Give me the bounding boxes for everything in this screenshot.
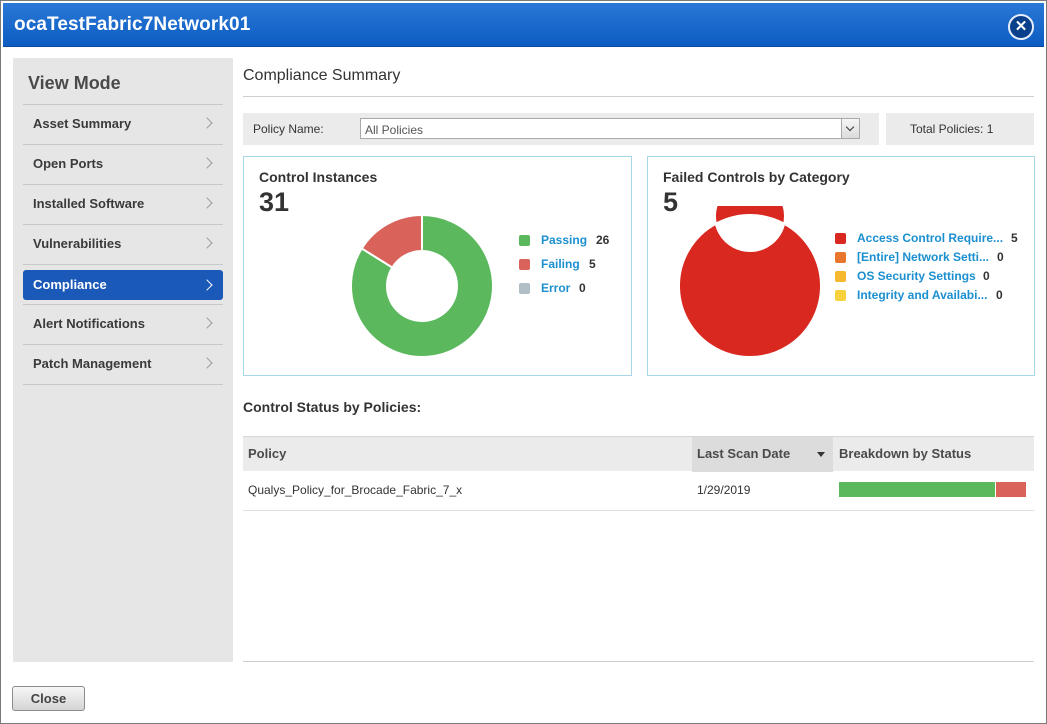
sidebar-item-vulnerabilities[interactable]: Vulnerabilities [23, 225, 223, 265]
legend-swatch [519, 259, 530, 270]
sidebar-nav: Asset Summary Open Ports Installed Softw… [23, 104, 223, 385]
total-policies-box: Total Policies: 1 [886, 113, 1034, 145]
policy-name-value: All Policies [365, 123, 424, 137]
legend-label[interactable]: [Entire] Network Setti... [857, 250, 990, 264]
table-row[interactable]: Qualys_Policy_for_Brocade_Fabric_7_x 1/2… [243, 471, 1034, 511]
legend-value: 5 [589, 257, 596, 271]
legend-swatch [835, 233, 846, 244]
status-breakdown-bar [839, 482, 1026, 497]
control-instances-title: Control Instances [259, 169, 378, 185]
legend-swatch [835, 271, 846, 282]
legend-item-passing[interactable]: Passing 26 [519, 233, 629, 257]
column-header-last-scan-date[interactable]: Last Scan Date [692, 437, 833, 472]
sidebar-item-alert-notifications[interactable]: Alert Notifications [23, 305, 223, 345]
column-header-label: Last Scan Date [697, 446, 791, 461]
sidebar-item-label: Vulnerabilities [33, 236, 122, 251]
chevron-right-icon [201, 117, 213, 129]
sidebar-item-installed-software[interactable]: Installed Software [23, 185, 223, 225]
title-bar: ocaTestFabric7Network01 ✕ [3, 3, 1044, 47]
legend-item-access-control[interactable]: Access Control Require... 5 [835, 231, 1030, 250]
policy-filter-bar: Policy Name: All Policies [243, 113, 879, 145]
sidebar: View Mode Asset Summary Open Ports Insta… [13, 58, 233, 662]
chevron-down-icon[interactable] [841, 119, 859, 138]
sidebar-item-asset-summary[interactable]: Asset Summary [23, 105, 223, 145]
chevron-right-icon [201, 157, 213, 169]
sidebar-item-patch-management[interactable]: Patch Management [23, 345, 223, 385]
divider [23, 304, 223, 305]
legend-label[interactable]: Failing [541, 257, 580, 271]
legend-value: 0 [996, 288, 1003, 302]
failed-controls-title: Failed Controls by Category [663, 169, 850, 185]
divider [243, 96, 1034, 97]
chevron-right-icon [201, 279, 213, 291]
page-title: Compliance Summary [243, 67, 401, 84]
legend-item-os-security[interactable]: OS Security Settings 0 [835, 269, 1030, 288]
window-title: ocaTestFabric7Network01 [14, 14, 251, 35]
bar-segment-failing [995, 482, 1026, 497]
legend-value: 5 [1011, 231, 1018, 245]
table-header: Policy Last Scan Date Breakdown by Statu… [243, 436, 1034, 472]
legend-item-integrity[interactable]: Integrity and Availabi... 0 [835, 288, 1030, 307]
column-header-policy[interactable]: Policy [248, 446, 287, 461]
bar-segment-passing [839, 482, 995, 497]
close-icon[interactable]: ✕ [1008, 14, 1034, 40]
control-instances-donut [350, 213, 494, 358]
total-policies-text: Total Policies: 1 [910, 122, 994, 136]
donut-slice-failing[interactable] [360, 213, 423, 269]
cell-policy: Qualys_Policy_for_Brocade_Fabric_7_x [248, 483, 463, 497]
failed-controls-donut [677, 206, 822, 358]
chevron-right-icon [201, 237, 213, 249]
sidebar-heading: View Mode [28, 73, 121, 93]
sidebar-item-label: Asset Summary [33, 116, 132, 131]
legend-label[interactable]: Access Control Require... [857, 231, 1004, 245]
control-instances-count: 31 [259, 187, 290, 217]
policy-name-select[interactable]: All Policies [360, 118, 860, 139]
control-instances-panel: Control Instances 31 Passing 26 Failing … [243, 156, 632, 376]
legend-swatch [835, 252, 846, 263]
sidebar-item-label: Patch Management [33, 356, 152, 371]
legend-item-failing[interactable]: Failing 5 [519, 257, 629, 281]
divider [243, 661, 1034, 662]
policy-table: Policy Last Scan Date Breakdown by Statu… [243, 436, 1034, 511]
sidebar-item-label: Open Ports [33, 156, 104, 171]
donut-slice-access-control-require[interactable] [677, 206, 822, 358]
control-instances-legend: Passing 26 Failing 5 Error 0 [519, 233, 629, 305]
legend-item-network-settings[interactable]: [Entire] Network Setti... 0 [835, 250, 1030, 269]
failed-controls-count: 5 [663, 187, 679, 217]
failed-controls-legend: Access Control Require... 5 [Entire] Net… [835, 231, 1030, 307]
close-button[interactable]: Close [12, 686, 85, 711]
column-header-breakdown[interactable]: Breakdown by Status [839, 446, 972, 461]
cell-last-scan-date: 1/29/2019 [697, 483, 751, 497]
sort-desc-icon [817, 452, 825, 457]
legend-label[interactable]: Passing [541, 233, 588, 247]
donut-slice-passing[interactable] [350, 213, 494, 358]
sidebar-item-compliance[interactable]: Compliance [23, 270, 223, 300]
legend-swatch [835, 290, 846, 301]
legend-label[interactable]: Error [541, 281, 571, 295]
legend-label[interactable]: OS Security Settings [857, 269, 976, 283]
sidebar-item-label: Alert Notifications [33, 316, 145, 331]
sidebar-item-label: Compliance [33, 277, 107, 292]
legend-swatch [519, 283, 530, 294]
legend-label[interactable]: Integrity and Availabi... [857, 288, 988, 302]
failed-controls-panel: Failed Controls by Category 5 Access Con… [647, 156, 1035, 376]
chevron-right-icon [201, 357, 213, 369]
legend-value: 0 [983, 269, 990, 283]
legend-value: 0 [579, 281, 586, 295]
legend-value: 26 [596, 233, 610, 247]
chevron-right-icon [201, 197, 213, 209]
section-title: Control Status by Policies: [243, 399, 422, 415]
legend-item-error[interactable]: Error 0 [519, 281, 629, 305]
policy-name-label: Policy Name: [253, 122, 324, 136]
legend-value: 0 [997, 250, 1004, 264]
legend-swatch [519, 235, 530, 246]
sidebar-item-open-ports[interactable]: Open Ports [23, 145, 223, 185]
chevron-right-icon [201, 317, 213, 329]
sidebar-item-label: Installed Software [33, 196, 145, 211]
